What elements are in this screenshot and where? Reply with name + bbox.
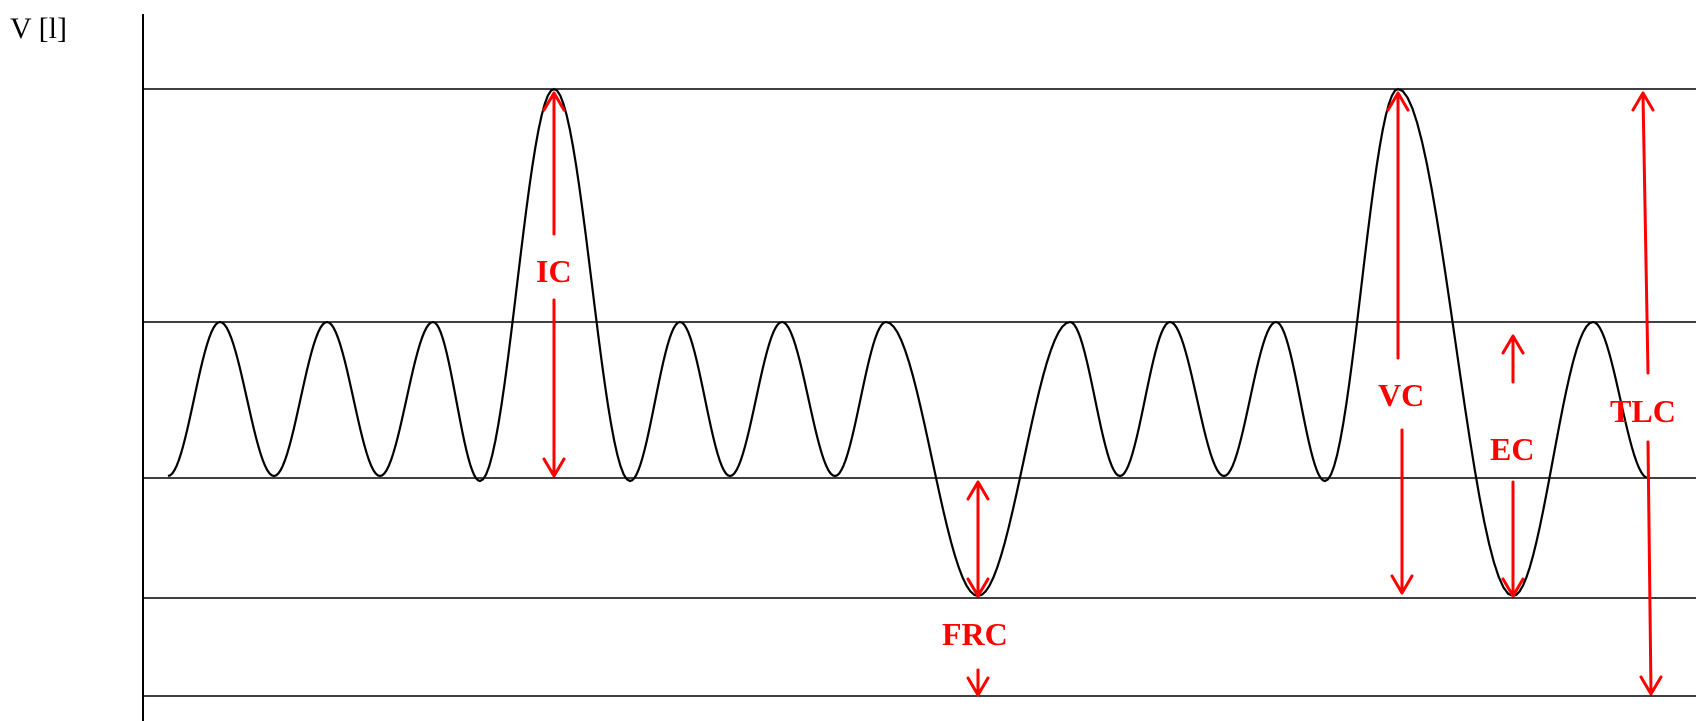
volume-axis-label: V [l] <box>10 12 67 45</box>
vc-arrow <box>1386 91 1414 595</box>
tlc-arrow <box>1631 91 1663 696</box>
frc-label: FRC <box>942 616 1008 652</box>
ec-label: EC <box>1490 431 1534 467</box>
ic-label: IC <box>536 253 572 289</box>
vc-label: VC <box>1378 377 1424 413</box>
breathing-curve <box>167 87 1649 598</box>
tlc-label: TLC <box>1610 393 1676 429</box>
volume-annotations <box>542 91 1663 697</box>
ec-arrow <box>1501 334 1525 598</box>
ic-arrow <box>542 91 566 478</box>
frc-arrow <box>966 480 990 697</box>
